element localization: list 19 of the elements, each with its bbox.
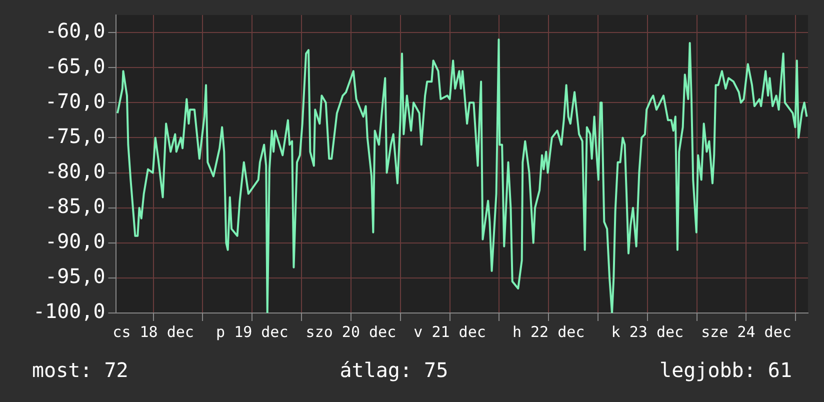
x-tick-label: sze 24 dec (701, 322, 792, 341)
y-tick-label: -60,0 (45, 18, 106, 43)
y-tick-label: -75,0 (45, 124, 106, 148)
x-tick-label: v 21 dec (414, 322, 486, 341)
x-tick-label: k 23 dec (611, 322, 684, 341)
y-tick-label: -100,0 (32, 299, 106, 324)
text: most: 72 (32, 358, 128, 382)
x-tick-label: p 19 dec (216, 322, 288, 341)
y-tick-label: -85,0 (45, 194, 106, 218)
text: legjobb: 61 (660, 358, 792, 382)
y-tick-label: -70,0 (45, 88, 106, 113)
text: átlag: 75 (340, 358, 448, 382)
x-tick-label: szo 20 dec (306, 322, 396, 341)
y-tick-label: -95,0 (45, 264, 106, 288)
y-tick-label: -80,0 (45, 158, 106, 183)
x-tick-label: cs 18 dec (112, 322, 194, 341)
y-tick-label: -90,0 (45, 229, 106, 254)
y-tick-label: -65,0 (45, 54, 106, 78)
x-tick-label: h 22 dec (512, 322, 585, 341)
